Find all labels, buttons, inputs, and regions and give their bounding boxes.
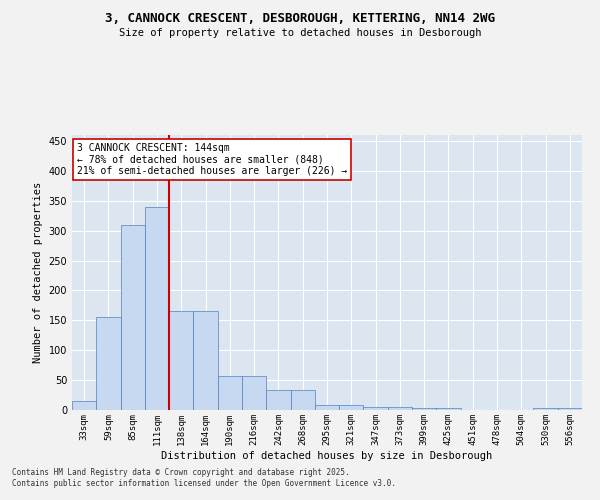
X-axis label: Distribution of detached houses by size in Desborough: Distribution of detached houses by size … bbox=[161, 450, 493, 460]
Bar bbox=[290, 390, 315, 410]
Bar bbox=[533, 408, 558, 410]
Text: Size of property relative to detached houses in Desborough: Size of property relative to detached ho… bbox=[119, 28, 481, 38]
Bar bbox=[266, 390, 290, 410]
Text: 3, CANNOCK CRESCENT, DESBOROUGH, KETTERING, NN14 2WG: 3, CANNOCK CRESCENT, DESBOROUGH, KETTERI… bbox=[105, 12, 495, 26]
Bar bbox=[339, 405, 364, 410]
Text: Contains HM Land Registry data © Crown copyright and database right 2025.
Contai: Contains HM Land Registry data © Crown c… bbox=[12, 468, 396, 487]
Y-axis label: Number of detached properties: Number of detached properties bbox=[33, 182, 43, 363]
Bar bbox=[315, 404, 339, 410]
Bar bbox=[436, 408, 461, 410]
Bar bbox=[242, 376, 266, 410]
Bar bbox=[218, 376, 242, 410]
Bar bbox=[169, 312, 193, 410]
Bar bbox=[193, 312, 218, 410]
Bar bbox=[364, 407, 388, 410]
Bar bbox=[558, 408, 582, 410]
Bar bbox=[96, 318, 121, 410]
Bar bbox=[121, 224, 145, 410]
Bar bbox=[145, 206, 169, 410]
Text: 3 CANNOCK CRESCENT: 144sqm
← 78% of detached houses are smaller (848)
21% of sem: 3 CANNOCK CRESCENT: 144sqm ← 78% of deta… bbox=[77, 143, 347, 176]
Bar bbox=[412, 408, 436, 410]
Bar bbox=[388, 407, 412, 410]
Bar bbox=[72, 401, 96, 410]
